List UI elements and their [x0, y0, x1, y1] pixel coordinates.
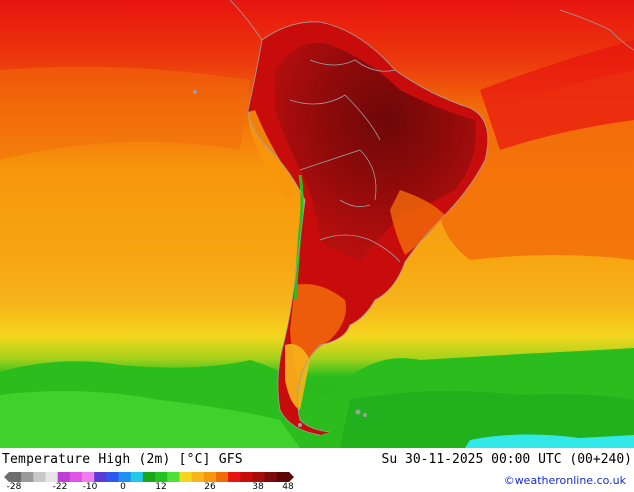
legend-tick-label: 38	[252, 482, 264, 492]
legend-tick-label: 12	[155, 482, 167, 492]
legend-tick-label: 0	[120, 482, 126, 492]
pacific-orange-band	[0, 66, 250, 160]
legend-tick-label: -28	[6, 482, 22, 492]
legend-swatch	[215, 472, 229, 482]
legend-swatch	[276, 472, 290, 482]
legend-tick-label: 26	[204, 482, 216, 492]
legend-swatch	[142, 472, 156, 482]
legend-swatch	[203, 472, 217, 482]
legend-swatch	[106, 472, 120, 482]
brazil-coast-orange	[390, 190, 445, 255]
legend-swatch	[179, 472, 193, 482]
andes-green-strip	[293, 174, 304, 301]
legend-swatch	[94, 472, 107, 482]
island-outlines	[193, 90, 367, 427]
legend-swatch	[252, 472, 266, 482]
legend-swatch	[9, 472, 22, 482]
legend-swatch	[45, 472, 59, 482]
legend-swatch	[191, 472, 205, 482]
legend-swatch	[155, 472, 168, 482]
legend-swatch	[167, 472, 180, 482]
southern-cold-bright-east	[340, 391, 634, 448]
legend-swatch	[33, 472, 47, 482]
andes-west-orange	[248, 110, 295, 200]
legend-swatch	[240, 472, 253, 482]
legend-swatch	[118, 472, 132, 482]
map-title: Temperature High (2m) [°C] GFS	[2, 452, 243, 467]
atlantic-hot-band	[480, 40, 634, 150]
forecast-datetime: Su 30-11-2025 00:00 UTC (00+240)	[381, 452, 632, 467]
legend-left-arrow	[4, 472, 9, 482]
legend-tick-label: -10	[82, 482, 98, 492]
temperature-map	[0, 0, 634, 448]
legend-swatch	[228, 472, 241, 482]
legend-tick-label: -22	[52, 482, 68, 492]
patagonia-yellow	[285, 344, 310, 410]
cold-cyan-patch	[465, 434, 634, 448]
legend-swatch	[130, 472, 144, 482]
legend-swatch	[69, 472, 83, 482]
country-borders	[229, 0, 634, 436]
legend-swatch	[264, 472, 278, 482]
legend-colorbar	[4, 472, 294, 482]
southern-cold-bright	[0, 391, 300, 448]
legend-right-arrow	[289, 472, 294, 482]
credit-link[interactable]: ©weatheronline.co.uk	[503, 474, 626, 487]
legend-tick-label: 48	[282, 482, 294, 492]
legend-swatch	[21, 472, 34, 482]
legend-swatch	[82, 472, 95, 482]
continent-core-heat	[275, 42, 476, 261]
legend-swatch	[57, 472, 71, 482]
map-footer: Temperature High (2m) [°C] GFS Su 30-11-…	[0, 448, 634, 492]
